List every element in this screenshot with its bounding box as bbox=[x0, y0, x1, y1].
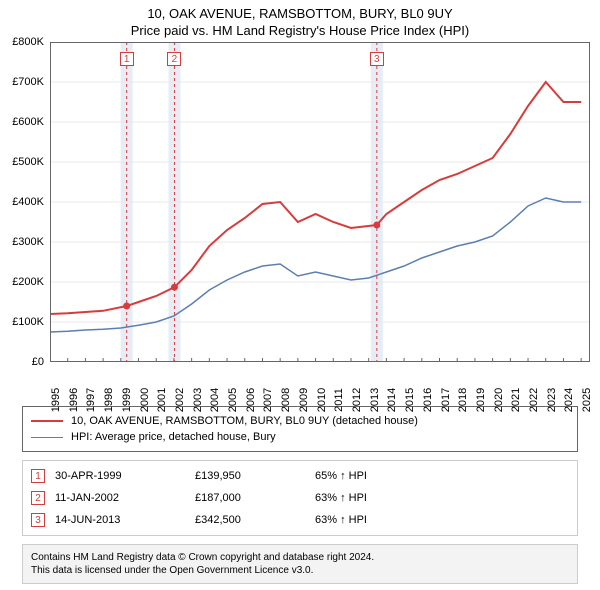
page-title: 10, OAK AVENUE, RAMSBOTTOM, BURY, BL0 9U… bbox=[0, 0, 600, 21]
sales-row: 1 30-APR-1999 £139,950 65% ↑ HPI bbox=[23, 465, 577, 487]
x-tick-label: 1998 bbox=[103, 388, 115, 412]
x-tick-label: 2011 bbox=[333, 388, 345, 412]
x-tick-label: 2017 bbox=[440, 388, 452, 412]
y-tick-label: £200K bbox=[0, 276, 44, 288]
sales-marker-icon: 3 bbox=[31, 513, 45, 527]
footer-line-1: Contains HM Land Registry data © Crown c… bbox=[31, 551, 569, 564]
x-tick-label: 2012 bbox=[351, 388, 363, 412]
x-tick-label: 2021 bbox=[510, 388, 522, 412]
x-tick-label: 1997 bbox=[85, 388, 97, 412]
sale-marker-label: 3 bbox=[370, 52, 384, 66]
x-tick-label: 2015 bbox=[404, 388, 416, 412]
x-tick-label: 2008 bbox=[280, 388, 292, 412]
sale-marker-label: 1 bbox=[120, 52, 134, 66]
x-tick-label: 2013 bbox=[369, 388, 381, 412]
page: 10, OAK AVENUE, RAMSBOTTOM, BURY, BL0 9U… bbox=[0, 0, 600, 590]
sales-marker-icon: 1 bbox=[31, 469, 45, 483]
footer-line-2: This data is licensed under the Open Gov… bbox=[31, 564, 569, 577]
sale-marker-label: 2 bbox=[167, 52, 181, 66]
sales-date: 14-JUN-2013 bbox=[55, 514, 185, 526]
x-tick-label: 2002 bbox=[174, 388, 186, 412]
x-tick-label: 2007 bbox=[262, 388, 274, 412]
page-subtitle: Price paid vs. HM Land Registry's House … bbox=[0, 21, 600, 42]
legend-item: HPI: Average price, detached house, Bury bbox=[31, 429, 569, 445]
x-tick-label: 2019 bbox=[475, 388, 487, 412]
x-tick-label: 1995 bbox=[50, 388, 62, 412]
y-tick-label: £500K bbox=[0, 156, 44, 168]
sales-delta: 63% ↑ HPI bbox=[315, 492, 569, 504]
x-tick-label: 2004 bbox=[209, 388, 221, 412]
sales-delta: 63% ↑ HPI bbox=[315, 514, 569, 526]
legend: 10, OAK AVENUE, RAMSBOTTOM, BURY, BL0 9U… bbox=[22, 406, 578, 452]
x-tick-label: 2018 bbox=[457, 388, 469, 412]
sales-table: 1 30-APR-1999 £139,950 65% ↑ HPI 2 11-JAN-200… bbox=[22, 460, 578, 536]
y-tick-label: £800K bbox=[0, 36, 44, 48]
x-tick-label: 2003 bbox=[192, 388, 204, 412]
y-tick-label: £700K bbox=[0, 76, 44, 88]
legend-item: 10, OAK AVENUE, RAMSBOTTOM, BURY, BL0 9U… bbox=[31, 413, 569, 429]
legend-label: 10, OAK AVENUE, RAMSBOTTOM, BURY, BL0 9U… bbox=[71, 415, 418, 427]
sales-marker-icon: 2 bbox=[31, 491, 45, 505]
x-tick-label: 2024 bbox=[563, 388, 575, 412]
x-tick-label: 1996 bbox=[68, 388, 80, 412]
chart: £0£100K£200K£300K£400K£500K£600K£700K£80… bbox=[50, 42, 590, 362]
chart-svg bbox=[50, 42, 590, 362]
x-tick-label: 2022 bbox=[528, 388, 540, 412]
sales-delta: 65% ↑ HPI bbox=[315, 470, 569, 482]
legend-swatch bbox=[31, 437, 63, 438]
x-tick-label: 2000 bbox=[139, 388, 151, 412]
sales-price: £139,950 bbox=[195, 470, 305, 482]
footer-note: Contains HM Land Registry data © Crown c… bbox=[22, 544, 578, 584]
x-tick-label: 2009 bbox=[298, 388, 310, 412]
y-tick-label: £400K bbox=[0, 196, 44, 208]
x-tick-label: 2025 bbox=[581, 388, 593, 412]
legend-label: HPI: Average price, detached house, Bury bbox=[71, 431, 276, 443]
y-tick-label: £0 bbox=[0, 356, 44, 368]
x-tick-label: 2023 bbox=[546, 388, 558, 412]
y-tick-label: £600K bbox=[0, 116, 44, 128]
x-tick-label: 2016 bbox=[422, 388, 434, 412]
x-tick-label: 2006 bbox=[245, 388, 257, 412]
x-tick-label: 1999 bbox=[121, 388, 133, 412]
sales-price: £342,500 bbox=[195, 514, 305, 526]
sales-row: 3 14-JUN-2013 £342,500 63% ↑ HPI bbox=[23, 509, 577, 531]
sales-price: £187,000 bbox=[195, 492, 305, 504]
x-tick-label: 2014 bbox=[386, 388, 398, 412]
x-tick-label: 2010 bbox=[316, 388, 328, 412]
sales-row: 2 11-JAN-2002 £187,000 63% ↑ HPI bbox=[23, 487, 577, 509]
legend-swatch bbox=[31, 420, 63, 422]
x-tick-label: 2001 bbox=[156, 388, 168, 412]
x-tick-label: 2020 bbox=[493, 388, 505, 412]
x-tick-label: 2005 bbox=[227, 388, 239, 412]
y-tick-label: £100K bbox=[0, 316, 44, 328]
sales-date: 30-APR-1999 bbox=[55, 470, 185, 482]
y-tick-label: £300K bbox=[0, 236, 44, 248]
sales-date: 11-JAN-2002 bbox=[55, 492, 185, 504]
